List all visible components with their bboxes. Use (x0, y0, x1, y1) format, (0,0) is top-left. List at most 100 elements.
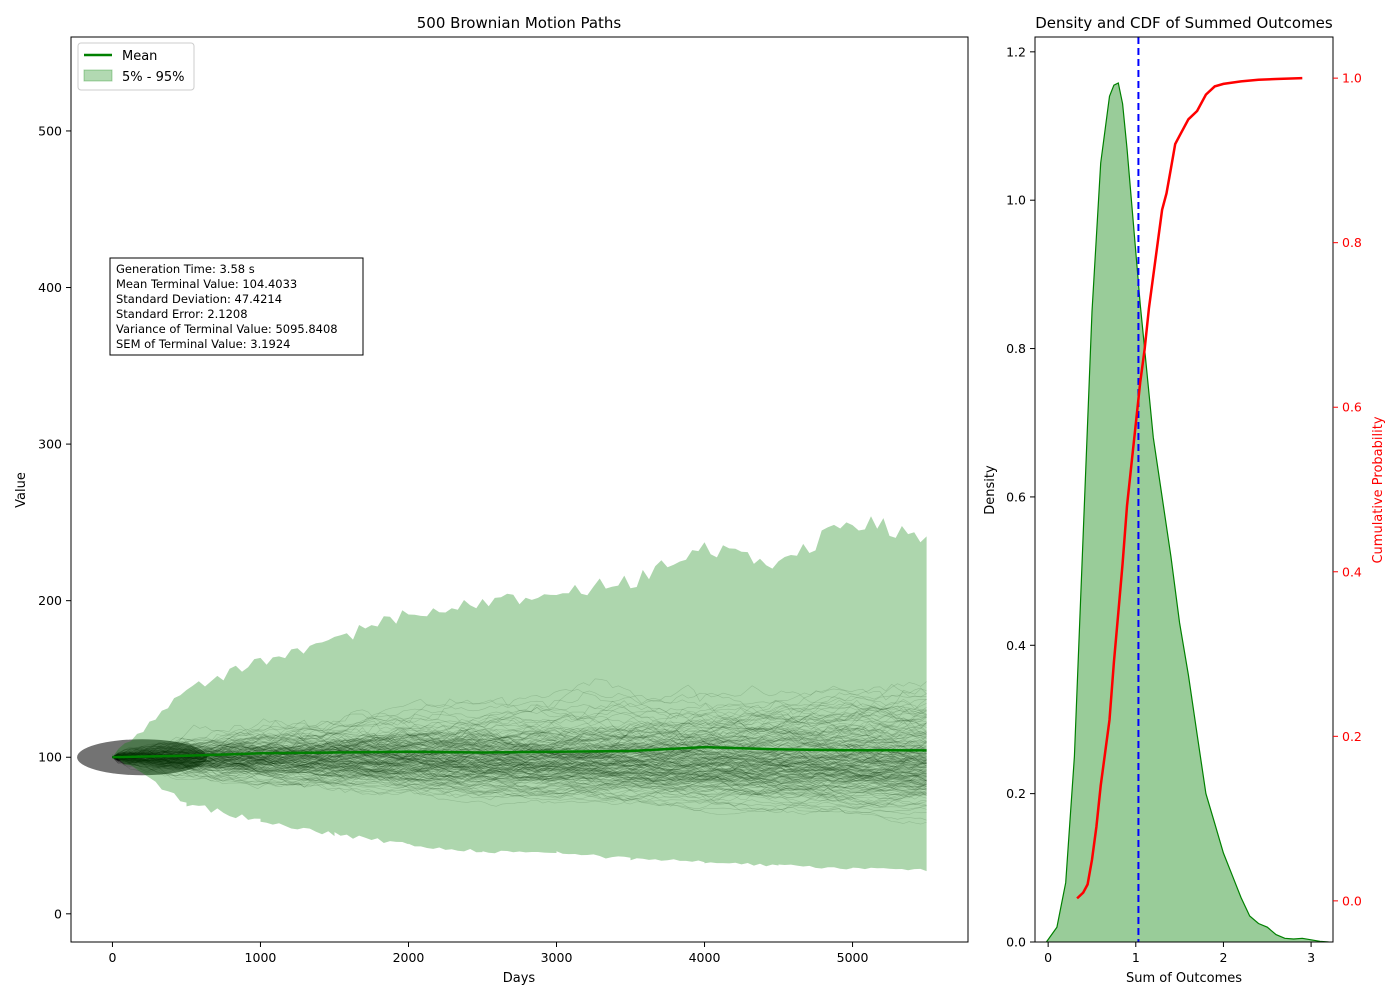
brownian-path-line (112, 678, 927, 760)
right-y-tick-label: 0.4 (1006, 638, 1026, 653)
brownian-path-line (112, 745, 927, 780)
brownian-path-line (112, 719, 927, 762)
right-y2-tick-label: 0.0 (1342, 893, 1362, 908)
brownian-path-line (112, 752, 927, 785)
brownian-path-line (112, 752, 927, 796)
right-x-ticks: 0 1 2 3 (1044, 942, 1315, 965)
left-plot-frame (70, 36, 969, 943)
brownian-path-line (112, 742, 927, 775)
percentile-band-area (112, 516, 927, 872)
brownian-path-line (112, 704, 927, 766)
brownian-path-line (112, 749, 927, 783)
brownian-path-line (112, 720, 927, 772)
right-y-tick-label: 0.6 (1006, 489, 1026, 504)
brownian-path-line (112, 728, 927, 768)
brownian-path-line (112, 746, 927, 787)
brownian-path-line (112, 754, 927, 799)
brownian-path-line (112, 725, 927, 764)
brownian-path-line (112, 754, 927, 782)
brownian-path-line (112, 750, 927, 781)
brownian-path-line (112, 741, 927, 770)
brownian-path-line (112, 742, 927, 776)
brownian-path-line (112, 756, 927, 783)
brownian-path-line (112, 744, 927, 774)
brownian-path-line (112, 698, 927, 770)
left-y-tick-label: 500 (38, 123, 62, 138)
brownian-path-line (112, 720, 927, 770)
brownian-path-line (112, 746, 927, 807)
brownian-path-line (112, 733, 927, 767)
right-x-axis-label: Sum of Outcomes (1126, 971, 1242, 986)
brownian-path-line (112, 732, 927, 783)
left-x-tick-label: 2000 (393, 950, 425, 965)
brownian-path-line (112, 725, 927, 770)
brownian-path-line (112, 752, 927, 802)
brownian-path-line (112, 748, 927, 789)
brownian-path-line (112, 712, 927, 764)
brownian-path-line (112, 722, 927, 780)
brownian-path-line (112, 683, 927, 759)
right-y2-tick-label: 0.6 (1342, 400, 1362, 415)
brownian-path-line (112, 751, 927, 815)
left-x-axis-label: Days (503, 971, 536, 986)
left-legend: Mean 5% - 95% (77, 42, 195, 91)
brownian-path-line (112, 752, 927, 790)
brownian-path-line (112, 702, 927, 761)
brownian-path-line (112, 756, 927, 807)
brownian-path-line (112, 734, 927, 768)
brownian-path-line (112, 756, 927, 799)
brownian-path-line (112, 746, 927, 782)
right-y-tick-label: 1.0 (1006, 193, 1026, 208)
brownian-path-line (112, 742, 927, 776)
brownian-path-line (112, 743, 927, 775)
brownian-path-line (112, 710, 927, 759)
brownian-path-line (112, 724, 927, 785)
brownian-path-line (112, 706, 927, 758)
brownian-path-line (112, 728, 927, 789)
right-y2-tick-label: 0.8 (1342, 235, 1362, 250)
brownian-path-line (112, 732, 927, 773)
brownian-path-line (112, 741, 927, 788)
brownian-path-line (112, 753, 927, 784)
left-x-tick-label: 0 (108, 950, 116, 965)
brownian-path-line (112, 755, 927, 788)
right-x-tick-label: 2 (1219, 950, 1227, 965)
brownian-path-line (112, 734, 927, 767)
mean-line-group (112, 745, 927, 759)
brownian-path-line (112, 727, 927, 767)
brownian-path-line (112, 749, 927, 780)
brownian-path-line (112, 704, 927, 758)
brownian-path-line (112, 737, 927, 767)
brownian-path-line (112, 735, 927, 762)
brownian-path-line (112, 730, 927, 764)
brownian-path-line (112, 756, 927, 801)
left-x-tick-label: 4000 (689, 950, 721, 965)
right-y2-tick-label: 0.4 (1342, 564, 1362, 579)
brownian-path-line (112, 753, 927, 825)
brownian-path-line (112, 756, 927, 786)
right-y-ticks: 0.0 0.2 0.4 0.6 0.8 1.0 1.2 (1006, 44, 1035, 950)
brownian-path-line (112, 754, 927, 795)
brownian-path-line (112, 734, 927, 766)
brownian-path-line (112, 740, 927, 776)
brownian-path-line (112, 734, 927, 768)
brownian-path-line (112, 699, 927, 768)
brownian-path-line (112, 742, 927, 768)
brownian-path-line (112, 742, 927, 766)
brownian-path-line (112, 756, 927, 798)
brownian-path-line (112, 754, 927, 802)
stats-std-error: Standard Error: 2.1208 (116, 307, 248, 321)
brownian-path-line (112, 756, 927, 807)
brownian-path-line (112, 746, 927, 785)
brownian-path-line (112, 735, 927, 779)
brownian-path-line (112, 747, 927, 775)
right-y2-axis-label: Cumulative Probability (1371, 416, 1386, 563)
brownian-path-line (112, 745, 927, 779)
brownian-path-line (112, 750, 927, 792)
brownian-path-line (112, 742, 927, 785)
left-chart-title: 500 Brownian Motion Paths (417, 14, 622, 32)
brownian-path-line (112, 716, 927, 765)
brownian-path-line (112, 745, 927, 773)
brownian-path-line (112, 756, 927, 813)
